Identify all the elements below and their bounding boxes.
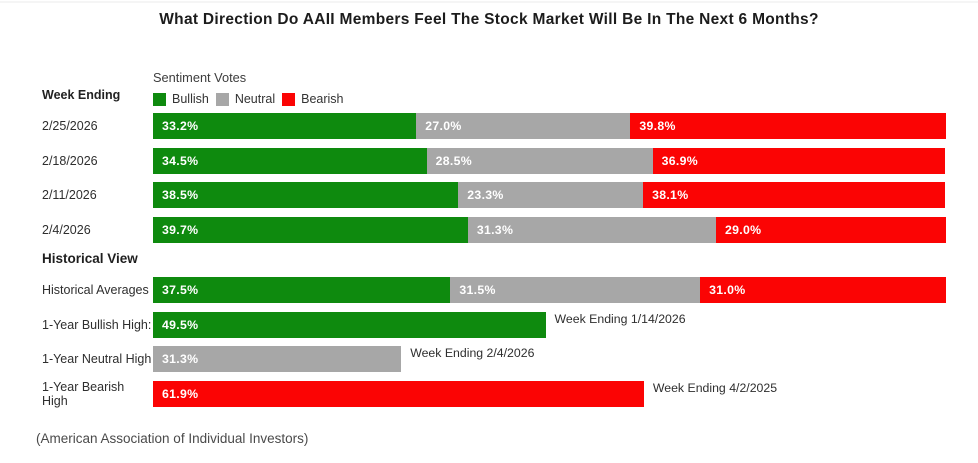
stacked-bar: 33.2% 27.0% 39.8%: [153, 113, 946, 139]
bar-value-label: 37.5%: [162, 283, 199, 297]
bullish-bar-segment: 34.5%: [153, 147, 427, 174]
bar-value-label: 31.0%: [709, 283, 746, 297]
stacked-bar: 38.5% 23.3% 38.1%: [153, 182, 946, 208]
bar-value-label: 28.5%: [435, 153, 472, 168]
bullish-bar-segment: 39.7%: [153, 216, 468, 243]
bullish-bar-segment: 38.5%: [153, 182, 459, 208]
neutral-bar-segment: 31.5%: [450, 277, 701, 303]
legend-label: Bearish: [301, 92, 344, 106]
bar-value-label: 39.8%: [639, 119, 676, 133]
neutral-bar-segment: 23.3%: [458, 182, 644, 208]
legend-items: Bullish Neutral Bearish: [153, 92, 948, 106]
bar-value-label: 29.0%: [725, 222, 762, 237]
bar-value-label: 31.5%: [459, 283, 496, 297]
legend-item-bullish: Bullish: [153, 92, 209, 106]
extreme-row: 1-Year Bullish High: 49.5% Week Ending 1/1…: [40, 311, 948, 338]
sentiment-row: 2/25/2026 33.2% 27.0% 39.8%: [40, 113, 948, 139]
bar-value-label: 36.9%: [661, 153, 698, 168]
row-label: 1-Year Bullish High:: [42, 317, 152, 332]
row-label: 2/18/2026: [42, 153, 98, 168]
single-bar: 61.9% Week Ending 4/2/2025: [153, 380, 946, 407]
top-divider: [0, 1, 978, 3]
bar-value-label: 38.5%: [162, 188, 199, 202]
bar-annotation: Week Ending 2/4/2026: [410, 346, 535, 360]
bar-value-label: 31.3%: [162, 352, 199, 366]
sentiment-row: Historical Averages 37.5% 31.5% 31.0%: [40, 277, 948, 303]
one-year-extreme-rows: 1-Year Bullish High: 49.5% Week Ending 1/1…: [40, 311, 948, 408]
bullish-bar-segment: 33.2%: [153, 113, 417, 139]
bearish-bar-segment: 36.9%: [652, 147, 946, 174]
legend-item-bearish: Bearish: [282, 92, 344, 106]
sentiment-chart: Week Ending Sentiment Votes Bullish Neutr…: [40, 68, 948, 415]
row-label: 1-Year Neutral High: [42, 352, 152, 366]
row-label: 2/25/2026: [42, 119, 98, 133]
chart-title: What Direction Do AAII Members Feel The …: [159, 11, 819, 28]
bar-annotation: Week Ending 4/2/2025: [652, 380, 778, 395]
row-label: 2/11/2026: [42, 188, 97, 202]
row-label: Historical Averages: [42, 283, 149, 297]
source-caption: (American Association of Individual Inve…: [36, 431, 309, 446]
bearish-bar-segment: 39.8%: [630, 113, 946, 139]
stacked-bar: 39.7% 31.3% 29.0%: [153, 216, 946, 243]
extreme-row: 1-Year Bearish High 61.9% Week Ending 4/2/…: [40, 379, 948, 408]
bearish-bar-segment: 38.1%: [643, 182, 946, 208]
bar-value-label: 33.2%: [162, 119, 199, 133]
bearish-bar-segment: 29.0%: [716, 216, 946, 243]
row-label: 2/4/2026: [42, 222, 91, 237]
bar-value-label: 49.5%: [162, 317, 199, 332]
single-bar: 31.3% Week Ending 2/4/2026: [153, 346, 946, 372]
historical-average-rows: Historical Averages 37.5% 31.5% 31.0%: [40, 277, 948, 303]
bar-value-label: 39.7%: [162, 222, 199, 237]
legend: Sentiment Votes Bullish Neutral Bearish: [153, 68, 948, 113]
single-bar: 49.5% Week Ending 1/14/2026: [153, 311, 946, 338]
stacked-bar: 34.5% 28.5% 36.9%: [153, 147, 946, 174]
legend-label: Bullish: [172, 92, 209, 106]
bar-value-label: 23.3%: [467, 188, 504, 202]
bar-annotation: Week Ending 1/14/2026: [554, 311, 686, 326]
bearish-swatch-icon: [282, 92, 296, 106]
bar-value-label: 34.5%: [162, 153, 199, 168]
bar-value-label: 27.0%: [425, 119, 462, 133]
bar-value-label: 61.9%: [162, 386, 199, 401]
week-ending-column-header: Week Ending: [42, 88, 121, 102]
neutral-swatch-icon: [215, 92, 229, 106]
bullish-bar-segment: 37.5%: [153, 277, 451, 303]
legend-title: Sentiment Votes: [153, 70, 247, 85]
legend-label: Neutral: [234, 92, 276, 106]
row-label: 1-Year Bearish High: [42, 379, 125, 408]
neutral-bar-segment: 31.3%: [153, 346, 402, 372]
sentiment-row: 2/4/2026 39.7% 31.3% 29.0%: [40, 216, 948, 243]
bar-value-label: 31.3%: [476, 222, 514, 237]
historical-view-header: Historical View: [42, 251, 138, 266]
extreme-row: 1-Year Neutral High 31.3% Week Ending 2/4/…: [40, 346, 948, 372]
sentiment-row: 2/18/2026 34.5% 28.5% 36.9%: [40, 147, 948, 174]
legend-item-neutral: Neutral: [215, 92, 276, 106]
sentiment-row: 2/11/2026 38.5% 23.3% 38.1%: [40, 182, 948, 208]
bar-value-label: 38.1%: [652, 188, 689, 202]
neutral-bar-segment: 31.3%: [467, 216, 717, 243]
bearish-bar-segment: 61.9%: [153, 380, 644, 407]
neutral-bar-segment: 28.5%: [426, 147, 653, 174]
weekly-sentiment-rows: 2/25/2026 33.2% 27.0% 39.8% 2/18/2026 34.5% 28…: [40, 113, 948, 243]
stacked-bar: 37.5% 31.5% 31.0%: [153, 277, 946, 303]
bearish-bar-segment: 31.0%: [700, 277, 946, 303]
bullish-swatch-icon: [153, 92, 166, 106]
bullish-bar-segment: 49.5%: [153, 311, 546, 338]
neutral-bar-segment: 27.0%: [416, 113, 631, 139]
